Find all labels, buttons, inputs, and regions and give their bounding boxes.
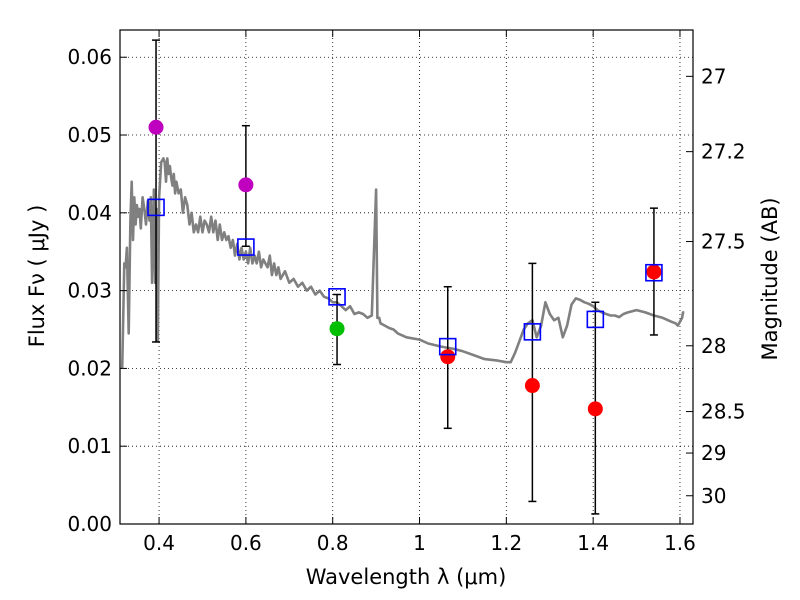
x-tick-label: 0.8 <box>317 531 349 555</box>
y2-tick-label: 28.5 <box>701 400 746 424</box>
x-tick-label: 0.4 <box>143 531 175 555</box>
x-tick-label: 1 <box>413 531 426 555</box>
observed-point <box>329 321 345 337</box>
observed-point <box>148 119 164 135</box>
model-flux-marker <box>586 310 605 329</box>
model-flux-marker <box>438 337 457 356</box>
observed-point <box>524 378 540 394</box>
y2-tick-label: 27.2 <box>701 140 746 164</box>
x-tick-label: 1.6 <box>664 531 696 555</box>
x-tick-label: 1.2 <box>490 531 522 555</box>
y-tick-label: 0.06 <box>67 45 112 69</box>
plot-area <box>120 39 685 515</box>
model-flux-marker <box>645 263 663 282</box>
y2-tick-label: 29 <box>701 441 726 465</box>
model-flux-marker <box>523 323 542 341</box>
observed-point <box>587 401 603 417</box>
model-flux-marker <box>147 198 165 217</box>
y-tick-label: 0.03 <box>67 279 112 303</box>
y-tick-label: 0.00 <box>67 512 112 536</box>
x-tick-label: 0.6 <box>230 531 262 555</box>
observed-point <box>440 349 456 365</box>
axes: 0.4 0.6 0.8 1 1.2 1.4 1.6 0.00 0.01 0.02 0.03 0.04 0… <box>67 29 746 555</box>
x-tick-label: 1.4 <box>577 531 609 555</box>
y-tick-label: 0.02 <box>67 356 112 380</box>
x-axis-label: Wavelength λ (μm) <box>306 565 507 589</box>
y2-tick-label: 27.5 <box>701 230 746 254</box>
y-tick-label: 0.04 <box>67 201 112 225</box>
y-tick-label: 0.01 <box>67 434 112 458</box>
y2-tick-label: 30 <box>701 484 726 508</box>
y2-tick-label: 27 <box>701 64 726 88</box>
observed-point <box>646 264 662 280</box>
model-spectrum-line <box>120 157 685 369</box>
model-flux-marker <box>328 288 346 306</box>
y-axis-label: Flux Fν ( μJy ) <box>25 205 49 348</box>
observed-point <box>238 177 254 193</box>
y2-axis-label: Magnitude (AB) <box>758 197 782 360</box>
y2-tick-label: 28 <box>701 334 726 358</box>
axes-frame <box>119 29 694 525</box>
model-flux-marker <box>237 238 255 256</box>
y-tick-label: 0.05 <box>67 123 112 147</box>
